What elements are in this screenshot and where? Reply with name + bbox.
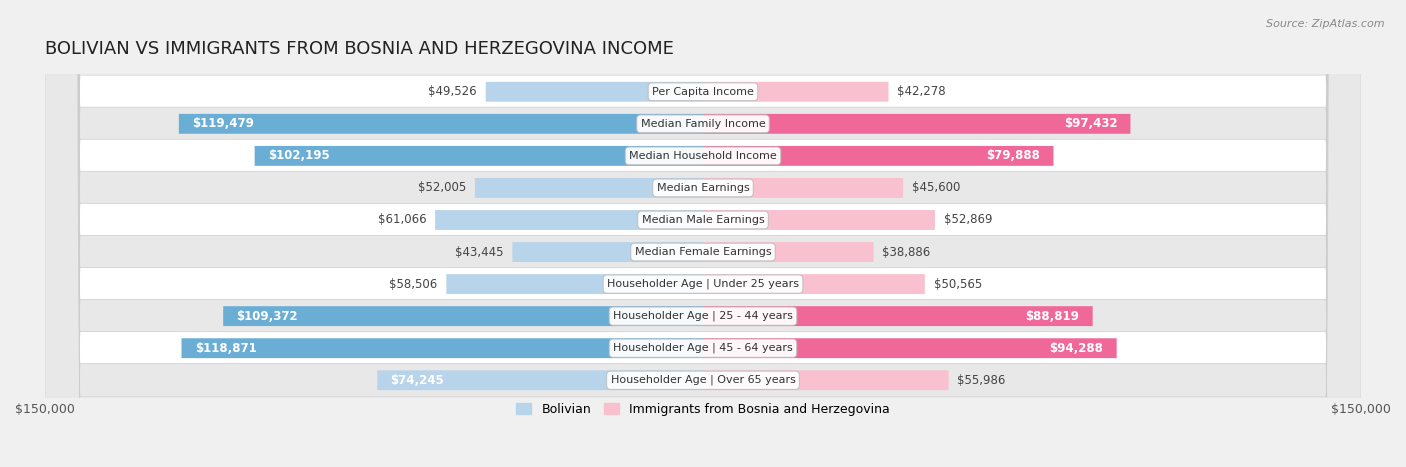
FancyBboxPatch shape (45, 0, 1361, 467)
FancyBboxPatch shape (512, 242, 703, 262)
FancyBboxPatch shape (703, 178, 903, 198)
Text: $88,819: $88,819 (1025, 310, 1080, 323)
Text: $52,005: $52,005 (418, 182, 465, 194)
Text: Median Female Earnings: Median Female Earnings (634, 247, 772, 257)
FancyBboxPatch shape (434, 210, 703, 230)
FancyBboxPatch shape (703, 370, 949, 390)
FancyBboxPatch shape (485, 82, 703, 102)
FancyBboxPatch shape (45, 0, 1361, 467)
FancyBboxPatch shape (377, 370, 703, 390)
Text: $45,600: $45,600 (912, 182, 960, 194)
FancyBboxPatch shape (446, 274, 703, 294)
Text: $42,278: $42,278 (897, 85, 946, 98)
FancyBboxPatch shape (703, 274, 925, 294)
FancyBboxPatch shape (703, 146, 1053, 166)
FancyBboxPatch shape (703, 338, 1116, 358)
Text: $97,432: $97,432 (1064, 117, 1118, 130)
FancyBboxPatch shape (45, 0, 1361, 467)
Text: $52,869: $52,869 (943, 213, 993, 226)
FancyBboxPatch shape (703, 82, 889, 102)
FancyBboxPatch shape (45, 0, 1361, 467)
Text: $49,526: $49,526 (429, 85, 477, 98)
Text: Householder Age | 25 - 44 years: Householder Age | 25 - 44 years (613, 311, 793, 321)
FancyBboxPatch shape (179, 114, 703, 134)
Text: Source: ZipAtlas.com: Source: ZipAtlas.com (1267, 19, 1385, 28)
FancyBboxPatch shape (45, 0, 1361, 467)
Text: Median Earnings: Median Earnings (657, 183, 749, 193)
FancyBboxPatch shape (45, 0, 1361, 467)
Text: $79,888: $79,888 (987, 149, 1040, 163)
FancyBboxPatch shape (703, 114, 1130, 134)
Legend: Bolivian, Immigrants from Bosnia and Herzegovina: Bolivian, Immigrants from Bosnia and Her… (512, 398, 894, 421)
Text: BOLIVIAN VS IMMIGRANTS FROM BOSNIA AND HERZEGOVINA INCOME: BOLIVIAN VS IMMIGRANTS FROM BOSNIA AND H… (45, 40, 673, 58)
Text: Median Household Income: Median Household Income (628, 151, 778, 161)
Text: $43,445: $43,445 (456, 246, 503, 259)
FancyBboxPatch shape (45, 0, 1361, 467)
Text: $58,506: $58,506 (389, 277, 437, 290)
Text: $109,372: $109,372 (236, 310, 298, 323)
Text: $102,195: $102,195 (267, 149, 329, 163)
FancyBboxPatch shape (181, 338, 703, 358)
Text: $55,986: $55,986 (957, 374, 1005, 387)
Text: $74,245: $74,245 (391, 374, 444, 387)
Text: $61,066: $61,066 (378, 213, 426, 226)
FancyBboxPatch shape (45, 0, 1361, 467)
Text: Median Family Income: Median Family Income (641, 119, 765, 129)
FancyBboxPatch shape (703, 306, 1092, 326)
Text: Householder Age | 45 - 64 years: Householder Age | 45 - 64 years (613, 343, 793, 354)
Text: $119,479: $119,479 (193, 117, 254, 130)
FancyBboxPatch shape (224, 306, 703, 326)
Text: $94,288: $94,288 (1050, 342, 1104, 355)
Text: Householder Age | Under 25 years: Householder Age | Under 25 years (607, 279, 799, 290)
Text: $38,886: $38,886 (883, 246, 931, 259)
FancyBboxPatch shape (254, 146, 703, 166)
FancyBboxPatch shape (45, 0, 1361, 467)
Text: $50,565: $50,565 (934, 277, 981, 290)
FancyBboxPatch shape (703, 210, 935, 230)
FancyBboxPatch shape (45, 0, 1361, 467)
Text: Per Capita Income: Per Capita Income (652, 87, 754, 97)
Text: Householder Age | Over 65 years: Householder Age | Over 65 years (610, 375, 796, 385)
Text: Median Male Earnings: Median Male Earnings (641, 215, 765, 225)
FancyBboxPatch shape (703, 242, 873, 262)
FancyBboxPatch shape (475, 178, 703, 198)
Text: $118,871: $118,871 (194, 342, 256, 355)
